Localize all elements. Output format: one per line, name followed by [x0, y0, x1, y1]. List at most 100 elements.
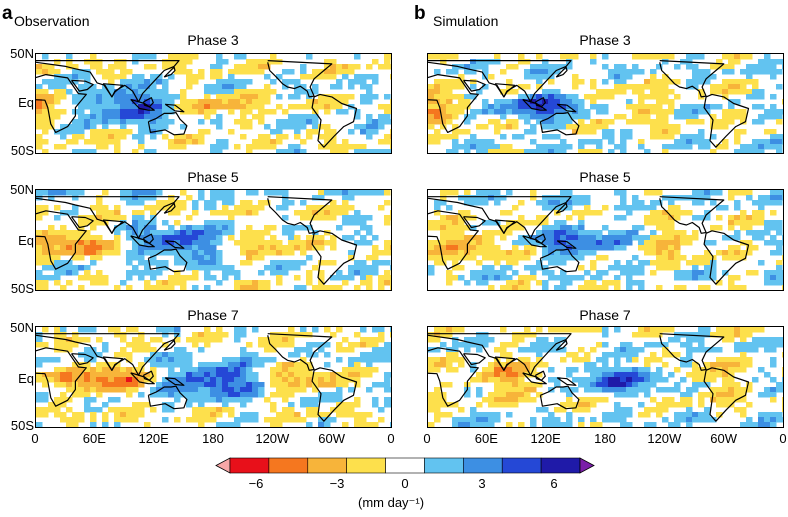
coastline [534, 97, 546, 108]
coastline [147, 385, 188, 410]
coastline [556, 103, 577, 113]
coastline [36, 210, 87, 270]
lat-label-eq: Eq [18, 95, 34, 110]
coastline [522, 98, 547, 111]
sim-lon-label-5: 60W [710, 431, 738, 446]
coastline [555, 339, 568, 351]
coastline [267, 196, 333, 234]
coastline [428, 333, 572, 376]
coastline [311, 367, 358, 422]
coastline [142, 370, 154, 381]
obs-lon-label-1: 60E [82, 431, 106, 446]
coastline [147, 111, 188, 136]
coastline [703, 93, 750, 148]
lat-label-50n: 50N [10, 182, 34, 197]
lat-label-eq: Eq [18, 371, 34, 386]
phase-title-obs-3: Phase 7 [187, 307, 239, 323]
lat-label-50s: 50S [10, 281, 34, 296]
colorbar-bin-8 [540, 457, 581, 474]
coastline [522, 372, 547, 385]
coastline [539, 248, 580, 273]
coastline [36, 74, 87, 134]
coastline [534, 233, 546, 244]
obs-lon-label-5: 60W [318, 431, 346, 446]
colorbar-units: (mm day⁻¹) [358, 495, 425, 510]
coastline [147, 248, 188, 273]
map-panel-observation-phase7 [35, 326, 392, 428]
colorbar-bin-3 [346, 457, 386, 474]
coastline [556, 240, 577, 249]
coastline [659, 60, 725, 98]
coastline [428, 74, 479, 134]
map-panel-simulation-phase7 [427, 326, 784, 428]
colorbar-bin-4 [385, 457, 425, 474]
coastline [555, 66, 568, 78]
colorbar-tick-neg6: −6 [248, 476, 264, 491]
coastline [71, 79, 94, 92]
coastline [130, 235, 155, 248]
colorbar-bin-1 [268, 457, 309, 474]
sim-lon-label-6: 0 [779, 431, 787, 446]
phase-title-sim-3: Phase 7 [579, 307, 631, 323]
coastline [71, 353, 94, 366]
coastline [163, 339, 176, 351]
coastline [428, 347, 479, 407]
colorbar-bin-6 [463, 457, 503, 474]
lat-label-50s: 50S [10, 418, 34, 433]
coastline [36, 196, 180, 239]
coastline [522, 235, 547, 248]
lat-label-50s: 50S [10, 143, 34, 158]
column-title-observation: Observation [14, 13, 90, 29]
coastline [428, 196, 572, 239]
colorbar-tick-6: 6 [550, 476, 558, 491]
coastline [164, 240, 185, 249]
coastline [102, 356, 124, 371]
phase-title-sim-2: Phase 5 [579, 169, 631, 185]
coastline [428, 210, 479, 270]
coastline [659, 333, 725, 371]
coastline [428, 59, 572, 103]
obs-lon-label-6: 0 [387, 431, 395, 446]
phase-title-sim-1: Phase 3 [579, 32, 631, 48]
panel-letter-b: b [414, 3, 426, 24]
map-panel-simulation-phase3 [427, 53, 784, 154]
colorbar-end-high [579, 457, 595, 474]
coastline [142, 97, 154, 108]
coastline [703, 367, 750, 422]
coastline [164, 103, 185, 113]
sim-lon-label-2: 120E [530, 431, 561, 446]
coastline [164, 377, 185, 386]
colorbar-bin-0 [229, 457, 270, 474]
coastline [163, 202, 176, 214]
sim-lon-label-0: 0 [423, 431, 431, 446]
coastline [267, 333, 333, 371]
coastline [494, 83, 516, 98]
coastline [36, 333, 180, 376]
coastline [142, 233, 154, 244]
panel-letter-a: a [2, 3, 13, 24]
coastline [463, 79, 486, 92]
coastline [36, 347, 87, 407]
colorbar-bin-7 [501, 457, 542, 474]
coastline [130, 372, 155, 385]
coastline [311, 93, 358, 148]
coastline [539, 111, 580, 136]
map-panel-observation-phase5 [35, 189, 392, 291]
coastline [163, 66, 176, 78]
sim-lon-label-3: 180 [594, 431, 616, 446]
coastline [463, 216, 486, 229]
phase-title-obs-2: Phase 5 [187, 169, 239, 185]
coastline [534, 370, 546, 381]
colorbar-bin-5 [424, 457, 464, 474]
coastline [494, 356, 516, 371]
coastline [267, 60, 333, 98]
lat-label-50n: 50N [10, 320, 34, 335]
colorbar-tick-0: 0 [401, 476, 409, 491]
map-panel-simulation-phase5 [427, 189, 784, 291]
coastline [556, 377, 577, 386]
coastline [102, 83, 124, 98]
obs-lon-label-0: 0 [31, 431, 39, 446]
coastline [703, 230, 750, 285]
map-panel-observation-phase3 [35, 53, 392, 154]
obs-lon-label-2: 120E [138, 431, 169, 446]
